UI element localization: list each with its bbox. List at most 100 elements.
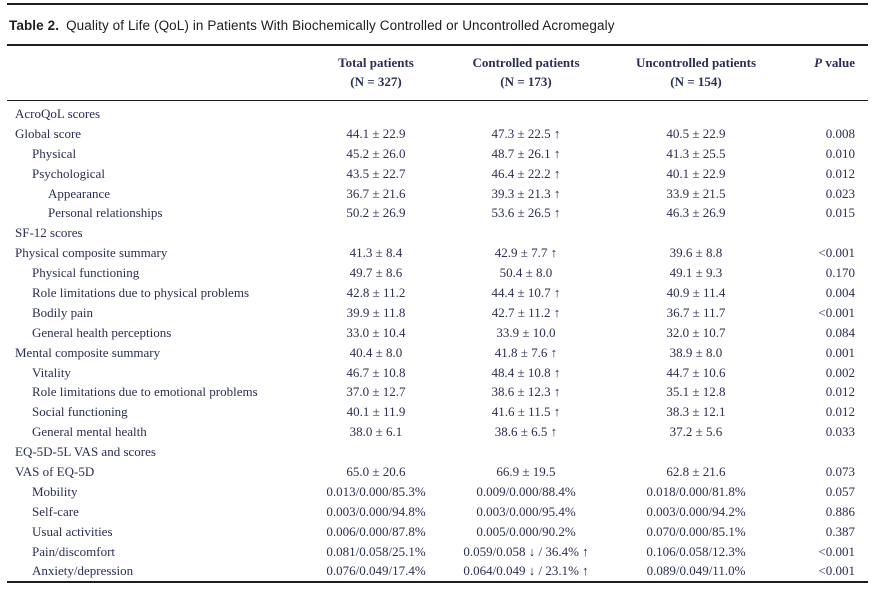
cell-p-value <box>791 223 868 243</box>
cell-total-patients: 49.7 ± 8.6 <box>349 265 403 281</box>
cell-controlled-patients: 39.3 ± 21.3 ↑ <box>491 185 561 201</box>
row-label: Mobility <box>32 483 78 499</box>
table-row: SF-12 scores <box>7 223 868 243</box>
row-label: Usual activities <box>32 523 113 539</box>
cell-p-value: 0.012 <box>825 404 855 420</box>
row-label: Self-care <box>32 503 79 519</box>
cell-total-patients <box>301 442 451 462</box>
table-header-row: Total patients (N = 327) Controlled pati… <box>7 46 868 100</box>
cell-p-value: <0.001 <box>818 563 855 579</box>
row-label: Physical <box>32 145 77 161</box>
column-header-controlled-n: (N = 173) <box>500 73 552 89</box>
cell-p-value <box>791 442 868 462</box>
column-header-total-n: (N = 327) <box>350 73 402 89</box>
cell-controlled-patients: 41.8 ± 7.6 ↑ <box>494 344 558 360</box>
cell-controlled-patients: 0.003/0.000/95.4% <box>476 503 576 519</box>
table-row: Psychological 43.5 ± 22.7 46.4 ± 22.2 ↑ … <box>7 164 868 184</box>
cell-total-patients: 40.1 ± 11.9 <box>346 404 406 420</box>
row-label: Global score <box>15 125 82 141</box>
cell-p-value: 0.008 <box>825 125 855 141</box>
cell-total-patients: 0.003/0.000/94.8% <box>326 503 426 519</box>
cell-total-patients: 0.006/0.000/87.8% <box>326 523 426 539</box>
cell-total-patients <box>301 223 451 243</box>
cell-p-value: 0.057 <box>825 483 855 499</box>
top-rule <box>7 3 868 5</box>
row-label: General health perceptions <box>32 324 172 340</box>
cell-uncontrolled-patients: 0.070/0.000/85.1% <box>646 523 746 539</box>
column-header-controlled-patients: Controlled patients (N = 173) <box>451 53 601 91</box>
cell-uncontrolled-patients: 44.7 ± 10.6 <box>666 364 726 380</box>
cell-uncontrolled-patients: 35.1 ± 12.8 <box>666 384 726 400</box>
cell-uncontrolled-patients: 40.1 ± 22.9 <box>666 165 726 181</box>
table-caption: Table 2. Quality of Life (QoL) in Patient… <box>7 5 868 44</box>
bottom-rule <box>7 581 868 584</box>
cell-uncontrolled-patients: 33.9 ± 21.5 <box>666 185 726 201</box>
row-label: EQ-5D-5L VAS and scores <box>15 444 156 460</box>
header-divider-rule <box>7 99 868 101</box>
cell-total-patients: 50.2 ± 26.9 <box>346 205 406 221</box>
row-label: General mental health <box>32 424 147 440</box>
row-label: Appearance <box>48 185 111 201</box>
cell-total-patients: 0.076/0.049/17.4% <box>326 563 426 579</box>
table-row: EQ-5D-5L VAS and scores <box>7 442 868 462</box>
cell-uncontrolled-patients: 38.3 ± 12.1 <box>666 404 726 420</box>
cell-p-value: 0.033 <box>825 424 855 440</box>
cell-controlled-patients: 38.6 ± 6.5 ↑ <box>494 424 558 440</box>
column-header-uncontrolled-n: (N = 154) <box>670 73 722 89</box>
cell-uncontrolled-patients: 36.7 ± 11.7 <box>666 304 726 320</box>
column-header-total-line1: Total patients <box>338 54 414 70</box>
cell-uncontrolled-patients: 40.5 ± 22.9 <box>666 125 726 141</box>
cell-total-patients: 43.5 ± 22.7 <box>346 165 406 181</box>
cell-total-patients: 0.013/0.000/85.3% <box>326 483 426 499</box>
cell-p-value: 0.004 <box>825 285 855 301</box>
cell-total-patients: 33.0 ± 10.4 <box>346 324 406 340</box>
table-row: Global score 44.1 ± 22.9 47.3 ± 22.5 ↑ 4… <box>7 124 868 144</box>
table-row: Physical functioning 49.7 ± 8.6 50.4 ± 8… <box>7 263 868 283</box>
cell-uncontrolled-patients <box>601 223 791 243</box>
table-row: General health perceptions 33.0 ± 10.4 3… <box>7 323 868 343</box>
table-row: Role limitations due to emotional proble… <box>7 382 868 402</box>
cell-controlled-patients: 66.9 ± 19.5 <box>496 464 556 480</box>
column-header-uncontrolled-patients: Uncontrolled patients (N = 154) <box>601 53 791 91</box>
cell-controlled-patients: 0.009/0.000/88.4% <box>476 483 576 499</box>
cell-uncontrolled-patients: 0.003/0.000/94.2% <box>646 503 746 519</box>
cell-total-patients: 39.9 ± 11.8 <box>346 304 406 320</box>
row-label: Bodily pain <box>32 304 94 320</box>
cell-p-value: <0.001 <box>818 245 855 261</box>
table-caption-title: Quality of Life (QoL) in Patients With B… <box>66 18 615 33</box>
cell-controlled-patients: 44.4 ± 10.7 ↑ <box>491 285 561 301</box>
cell-p-value: 0.015 <box>825 205 855 221</box>
row-label: Vitality <box>32 364 71 380</box>
cell-p-value <box>791 104 868 124</box>
table-caption-number: Table 2. <box>9 18 60 33</box>
cell-p-value: 0.002 <box>825 364 855 380</box>
cell-uncontrolled-patients: 32.0 ± 10.7 <box>666 324 726 340</box>
cell-p-value: 0.387 <box>825 523 855 539</box>
cell-p-value: 0.073 <box>825 464 855 480</box>
cell-controlled-patients: 38.6 ± 12.3 ↑ <box>491 384 561 400</box>
cell-uncontrolled-patients: 37.2 ± 5.6 <box>669 424 723 440</box>
cell-uncontrolled-patients: 40.9 ± 11.4 <box>666 285 726 301</box>
cell-total-patients: 36.7 ± 21.6 <box>346 185 406 201</box>
cell-p-value: 0.012 <box>825 165 855 181</box>
cell-uncontrolled-patients <box>601 104 791 124</box>
table-row: Anxiety/depression 0.076/0.049/17.4% 0.0… <box>7 561 868 581</box>
column-header-total-patients: Total patients (N = 327) <box>301 53 451 91</box>
cell-controlled-patients: 0.059/0.058 ↓ / 36.4% ↑ <box>463 543 589 559</box>
cell-p-value: 0.023 <box>825 185 855 201</box>
cell-controlled-patients: 47.3 ± 22.5 ↑ <box>491 125 561 141</box>
row-label: Psychological <box>32 165 105 181</box>
cell-total-patients: 44.1 ± 22.9 <box>346 125 406 141</box>
column-header-p-value: P value <box>791 53 868 91</box>
table-row: Physical 45.2 ± 26.0 48.7 ± 26.1 ↑ 41.3 … <box>7 144 868 164</box>
table-row: Bodily pain 39.9 ± 11.8 42.7 ± 11.2 ↑ 36… <box>7 303 868 323</box>
cell-uncontrolled-patients: 41.3 ± 25.5 <box>666 145 726 161</box>
cell-uncontrolled-patients: 46.3 ± 26.9 <box>666 205 726 221</box>
cell-controlled-patients <box>451 104 601 124</box>
cell-controlled-patients: 50.4 ± 8.0 <box>499 265 553 281</box>
cell-total-patients: 0.081/0.058/25.1% <box>326 543 426 559</box>
cell-p-value: 0.010 <box>825 145 855 161</box>
table-row: VAS of EQ-5D 65.0 ± 20.6 66.9 ± 19.5 62.… <box>7 462 868 482</box>
cell-p-value: 0.012 <box>825 384 855 400</box>
